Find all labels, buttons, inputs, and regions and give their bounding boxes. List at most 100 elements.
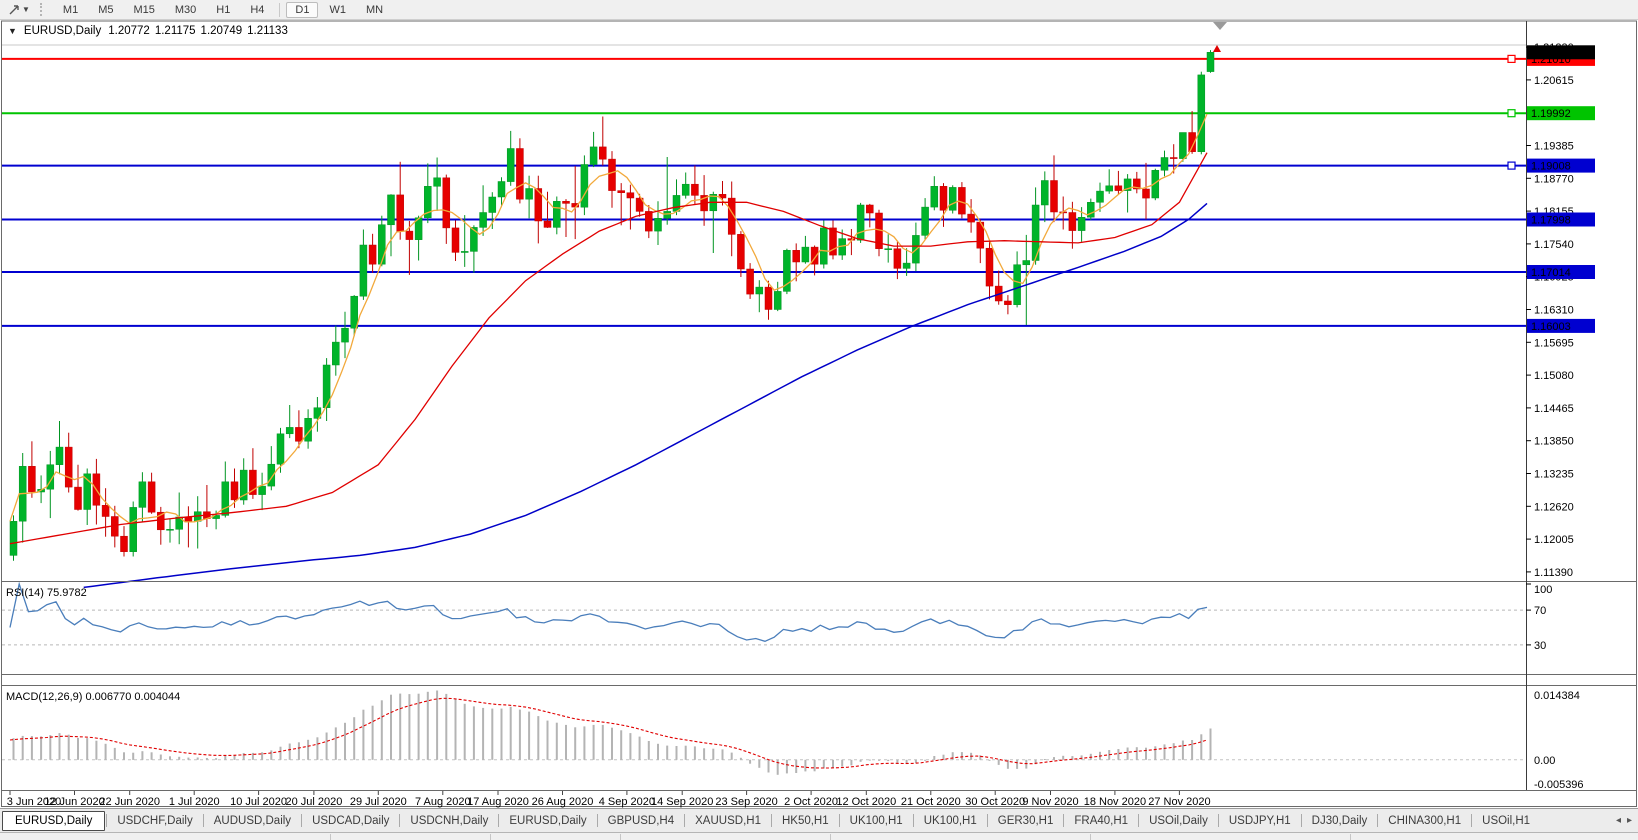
svg-text:30: 30 — [1534, 640, 1546, 652]
svg-text:21 Oct 2020: 21 Oct 2020 — [901, 796, 961, 808]
ma-slow-line — [83, 202, 1208, 589]
status-bar — [0, 832, 1638, 840]
cursor-tool-dropdown[interactable]: ▼ — [4, 3, 34, 16]
tab-audusd-daily-2[interactable]: AUDUSD,Daily — [213, 814, 292, 827]
svg-text:7 Aug 2020: 7 Aug 2020 — [415, 796, 471, 808]
tab-separator — [986, 814, 988, 827]
hline-handle[interactable] — [1507, 54, 1516, 64]
svg-text:1.13850: 1.13850 — [1534, 436, 1574, 448]
svg-text:100: 100 — [1534, 584, 1552, 596]
svg-text:17 Aug 2020: 17 Aug 2020 — [467, 796, 529, 808]
svg-text:23 Sep 2020: 23 Sep 2020 — [715, 796, 777, 808]
chart-header: ▼ EURUSD,Daily 1.20772 1.21175 1.20749 1… — [8, 25, 288, 37]
hline-handle[interactable] — [1507, 109, 1516, 118]
tab-separator — [1471, 814, 1473, 827]
toolbar-grip[interactable] — [39, 3, 46, 16]
hline-price-badge — [1527, 265, 1595, 279]
svg-text:1.17540: 1.17540 — [1534, 239, 1574, 251]
horizontal-line-objects[interactable] — [2, 44, 1526, 327]
current-price-badge — [1527, 45, 1595, 60]
hline-price-badge — [1527, 212, 1595, 227]
tab-separator — [1217, 814, 1219, 827]
tab-ger30-h1-11[interactable]: GER30,H1 — [997, 814, 1054, 827]
low-value: 1.20749 — [200, 25, 243, 37]
tf-button-h1[interactable]: H1 — [216, 3, 231, 16]
close-value: 1.21133 — [247, 25, 288, 37]
cursor-icon — [9, 5, 19, 15]
svg-text:1.15695: 1.15695 — [1534, 337, 1574, 349]
tab-dj30-daily-15[interactable]: DJ30,Daily — [1311, 814, 1368, 827]
svg-text:1.16003: 1.16003 — [1531, 321, 1571, 333]
tf-button-m5[interactable]: M5 — [98, 3, 114, 16]
tab-usdcad-daily-3[interactable]: USDCAD,Daily — [312, 814, 390, 827]
svg-text:1.19008: 1.19008 — [1531, 161, 1571, 173]
svg-text:3 Jun 2020: 3 Jun 2020 — [7, 796, 61, 808]
tf-button-mn[interactable]: MN — [365, 3, 384, 16]
candlestick-series — [9, 50, 1215, 561]
toolbar-separator — [279, 2, 281, 17]
timeframe-group: M1 M5 M15 M30 H1 H4 D1 W1 MN — [54, 1, 392, 18]
tf-button-m1[interactable]: M1 — [62, 3, 79, 16]
svg-text:1.17998: 1.17998 — [1531, 215, 1571, 227]
chart-symbol-label: EURUSD,Daily — [23, 25, 102, 37]
tab-eurusd-daily-5[interactable]: EURUSD,Daily — [509, 814, 587, 827]
tab-separator — [399, 814, 401, 827]
svg-text:1.13235: 1.13235 — [1534, 469, 1574, 481]
svg-text:2 Oct 2020: 2 Oct 2020 — [784, 796, 838, 808]
tab-scroll-right-icon[interactable]: ▸ — [1626, 815, 1632, 826]
tab-china300-h1-16[interactable]: CHINA300,H1 — [1388, 814, 1462, 827]
svg-text:1.14465: 1.14465 — [1534, 403, 1574, 415]
svg-text:70: 70 — [1534, 605, 1546, 617]
tab-scroll-left-icon[interactable]: ◂ — [1615, 815, 1621, 826]
svg-text:4 Sep 2020: 4 Sep 2020 — [599, 796, 655, 808]
tab-uk100-h1-9[interactable]: UK100,H1 — [849, 814, 903, 827]
svg-text:12 Oct 2020: 12 Oct 2020 — [836, 796, 896, 808]
svg-text:1.19385: 1.19385 — [1534, 141, 1574, 153]
top-toolbar: ▼ M1 M5 M15 M30 H1 H4 D1 W1 MN — [0, 0, 1638, 20]
svg-text:0.014384: 0.014384 — [1534, 690, 1580, 702]
price-axis[interactable]: 1.212301.206151.193851.187701.181551.175… — [1526, 42, 1595, 791]
ohlc-readout: 1.20772 1.21175 1.20749 1.21133 — [108, 25, 288, 37]
tf-button-d1[interactable]: D1 — [286, 1, 319, 18]
svg-text:1.17014: 1.17014 — [1531, 267, 1571, 279]
tab-usdcnh-daily-4[interactable]: USDCNH,Daily — [410, 814, 489, 827]
tab-hk50-h1-8[interactable]: HK50,H1 — [781, 814, 829, 827]
tf-button-h4[interactable]: H4 — [250, 3, 265, 16]
tab-usoil-h1-17[interactable]: USOil,H1 — [1482, 814, 1531, 827]
tab-usdchf-daily-1[interactable]: USDCHF,Daily — [117, 814, 193, 827]
svg-text:0.00: 0.00 — [1534, 755, 1555, 767]
tab-separator — [301, 814, 303, 827]
chart-context-arrow[interactable]: ▼ — [8, 26, 17, 36]
chart-shift-icon[interactable] — [1213, 22, 1227, 30]
tf-button-m15[interactable]: M15 — [133, 3, 155, 16]
svg-text:1.18770: 1.18770 — [1534, 173, 1574, 185]
svg-text:22 Jun 2020: 22 Jun 2020 — [99, 796, 160, 808]
svg-text:1.15080: 1.15080 — [1534, 370, 1574, 382]
tab-xauusd-h1-7[interactable]: XAUUSD,H1 — [695, 814, 761, 827]
svg-text:1.12620: 1.12620 — [1534, 501, 1574, 513]
svg-text:10 Jul 2020: 10 Jul 2020 — [230, 796, 287, 808]
tab-fra40-h1-12[interactable]: FRA40,H1 — [1074, 814, 1129, 827]
svg-text:1.19992: 1.19992 — [1531, 108, 1571, 120]
macd-title: MACD(12,26,9) 0.006770 0.004044 — [6, 691, 180, 703]
tab-gbpusd-h4-6[interactable]: GBPUSD,H4 — [607, 814, 675, 827]
tab-separator — [106, 814, 108, 827]
chevron-down-icon: ▼ — [22, 5, 30, 14]
tab-separator — [498, 814, 500, 827]
tf-button-w1[interactable]: W1 — [329, 3, 346, 16]
tf-button-m30[interactable]: M30 — [174, 3, 197, 16]
chart-tab-bar: EURUSD,Daily USDCHF,Daily AUDUSD,Daily USDC… — [0, 808, 1638, 832]
tab-usoil-daily-13[interactable]: USOil,Daily — [1149, 814, 1208, 827]
tab-uk100-h1-10[interactable]: UK100,H1 — [923, 814, 977, 827]
tab-eurusd-daily-0[interactable]: EURUSD,Daily — [2, 810, 106, 831]
hline-handle[interactable] — [1507, 161, 1516, 170]
tab-separator — [838, 814, 840, 827]
ma-mid-line — [9, 152, 1208, 545]
tab-separator — [1377, 814, 1379, 827]
chart-frame — [1, 20, 1637, 807]
tab-separator — [1063, 814, 1065, 827]
tab-separator — [596, 814, 598, 827]
tab-usdjpy-h1-14[interactable]: USDJPY,H1 — [1228, 814, 1291, 827]
